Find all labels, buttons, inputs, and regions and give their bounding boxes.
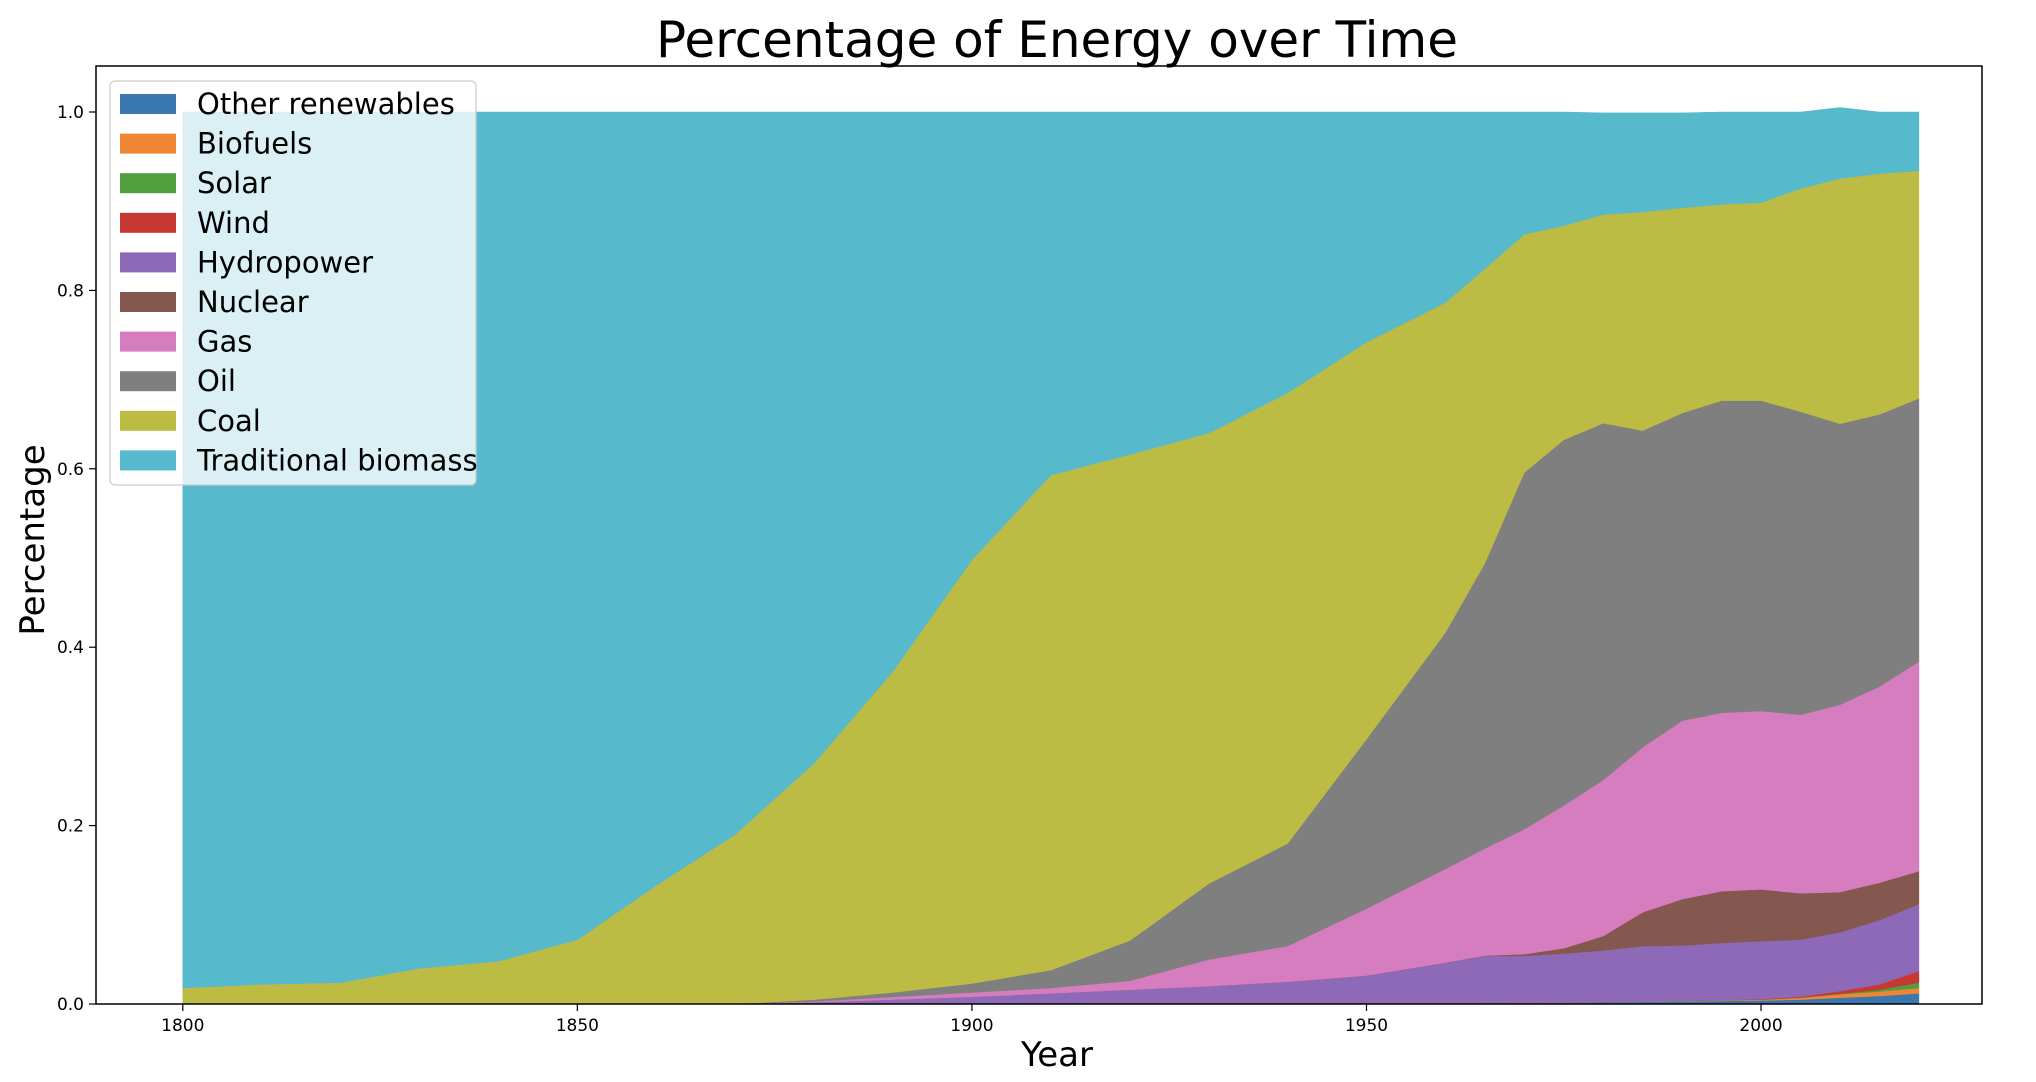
y-tick-label: 1.0 [57, 103, 84, 123]
legend-label: Traditional biomass [196, 443, 478, 477]
plot-frame [95, 65, 1983, 1005]
legend-swatch [120, 133, 176, 154]
y-axis-label: Percentage [13, 444, 53, 635]
y-tick-label: 0.6 [57, 460, 84, 480]
chart-title: Percentage of Energy over Time [656, 11, 1458, 69]
legend-label: Biofuels [197, 127, 312, 161]
y-tick-label: 0.0 [57, 995, 84, 1015]
y-tick-label: 0.8 [57, 281, 84, 301]
legend-swatch [120, 94, 176, 114]
legend: Other renewables Biofuels Solar Wind Hydropo… [109, 80, 478, 486]
legend-label: Other renewables [197, 87, 455, 121]
legend-label: Hydropower [197, 245, 373, 279]
legend-swatch [120, 410, 176, 431]
y-tick-label: 0.2 [57, 817, 84, 837]
legend-label: Nuclear [197, 285, 309, 319]
area-series-group [182, 107, 1920, 1005]
y-tick-label: 0.4 [57, 638, 84, 658]
area-traditional-biomass [182, 107, 1920, 989]
legend-swatch [120, 371, 176, 392]
legend-label: Oil [197, 364, 236, 398]
legend-label: Gas [197, 325, 252, 359]
legend-swatch [120, 331, 176, 352]
legend-swatch [120, 173, 176, 194]
legend-box [109, 80, 477, 486]
legend-swatch [120, 212, 176, 233]
x-tick-label: 1950 [1345, 1016, 1388, 1036]
x-tick-label: 2000 [1739, 1016, 1782, 1036]
legend-swatch [120, 450, 176, 471]
x-axis: 1800 1850 1900 1950 2000 [161, 1004, 1783, 1036]
x-tick-label: 1900 [950, 1016, 993, 1036]
legend-label: Solar [197, 166, 271, 200]
legend-label: Coal [197, 404, 261, 438]
y-axis: 0.0 0.2 0.4 0.6 0.8 1.0 [57, 103, 96, 1015]
legend-swatch [120, 292, 176, 312]
x-tick-label: 1850 [556, 1016, 599, 1036]
x-tick-label: 1800 [161, 1016, 204, 1036]
x-axis-label: Year [1020, 1035, 1093, 1075]
legend-swatch [120, 252, 176, 273]
legend-label: Wind [197, 206, 270, 240]
